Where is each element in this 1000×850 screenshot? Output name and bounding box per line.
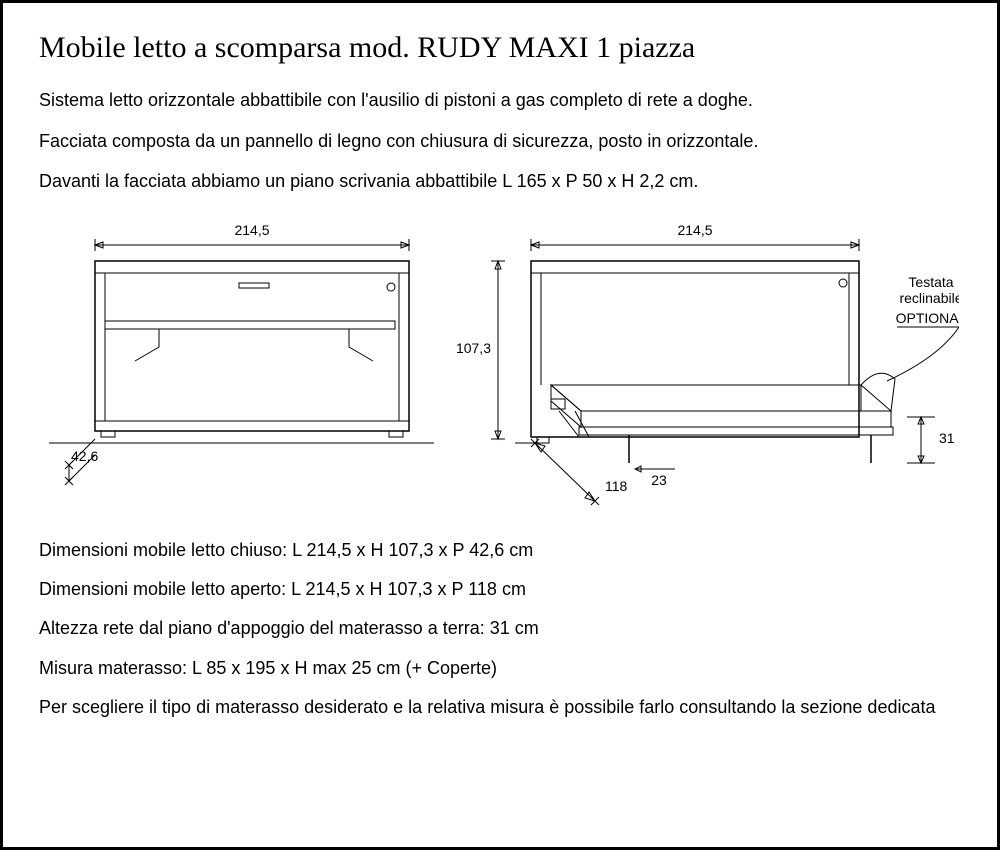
- open-leg-label: 23: [651, 472, 667, 488]
- description-line-1: Sistema letto orizzontale abbattibile co…: [39, 89, 961, 112]
- callout-line1: Testata: [908, 274, 953, 290]
- closed-width-label: 214,5: [234, 222, 269, 238]
- open-width-label: 214,5: [677, 222, 712, 238]
- callout-line2: reclinabile: [899, 290, 959, 306]
- closed-depth-label: 42,6: [71, 448, 98, 464]
- drawings-svg: 214,5: [39, 211, 959, 521]
- open-height-label: 107,3: [456, 340, 491, 356]
- technical-drawings: 214,5: [39, 211, 959, 521]
- description-line-3: Davanti la facciata abbiamo un piano scr…: [39, 170, 961, 193]
- spec-open: Dimensioni mobile letto aperto: L 214,5 …: [39, 578, 961, 601]
- spec-closed: Dimensioni mobile letto chiuso: L 214,5 …: [39, 539, 961, 562]
- spec-note: Per scegliere il tipo di materasso desid…: [39, 696, 961, 719]
- open-rail-height-label: 31: [939, 430, 955, 446]
- spec-rail: Altezza rete dal piano d'appoggio del ma…: [39, 617, 961, 640]
- open-projection-label: 118: [605, 478, 628, 494]
- spec-mattress: Misura materasso: L 85 x 195 x H max 25 …: [39, 657, 961, 680]
- page-title: Mobile letto a scomparsa mod. RUDY MAXI …: [39, 31, 961, 65]
- callout-line3: OPTIONAL: [896, 310, 959, 326]
- description-line-2: Facciata composta da un pannello di legn…: [39, 130, 961, 153]
- spec-sheet: Mobile letto a scomparsa mod. RUDY MAXI …: [0, 0, 1000, 850]
- specifications: Dimensioni mobile letto chiuso: L 214,5 …: [39, 539, 961, 720]
